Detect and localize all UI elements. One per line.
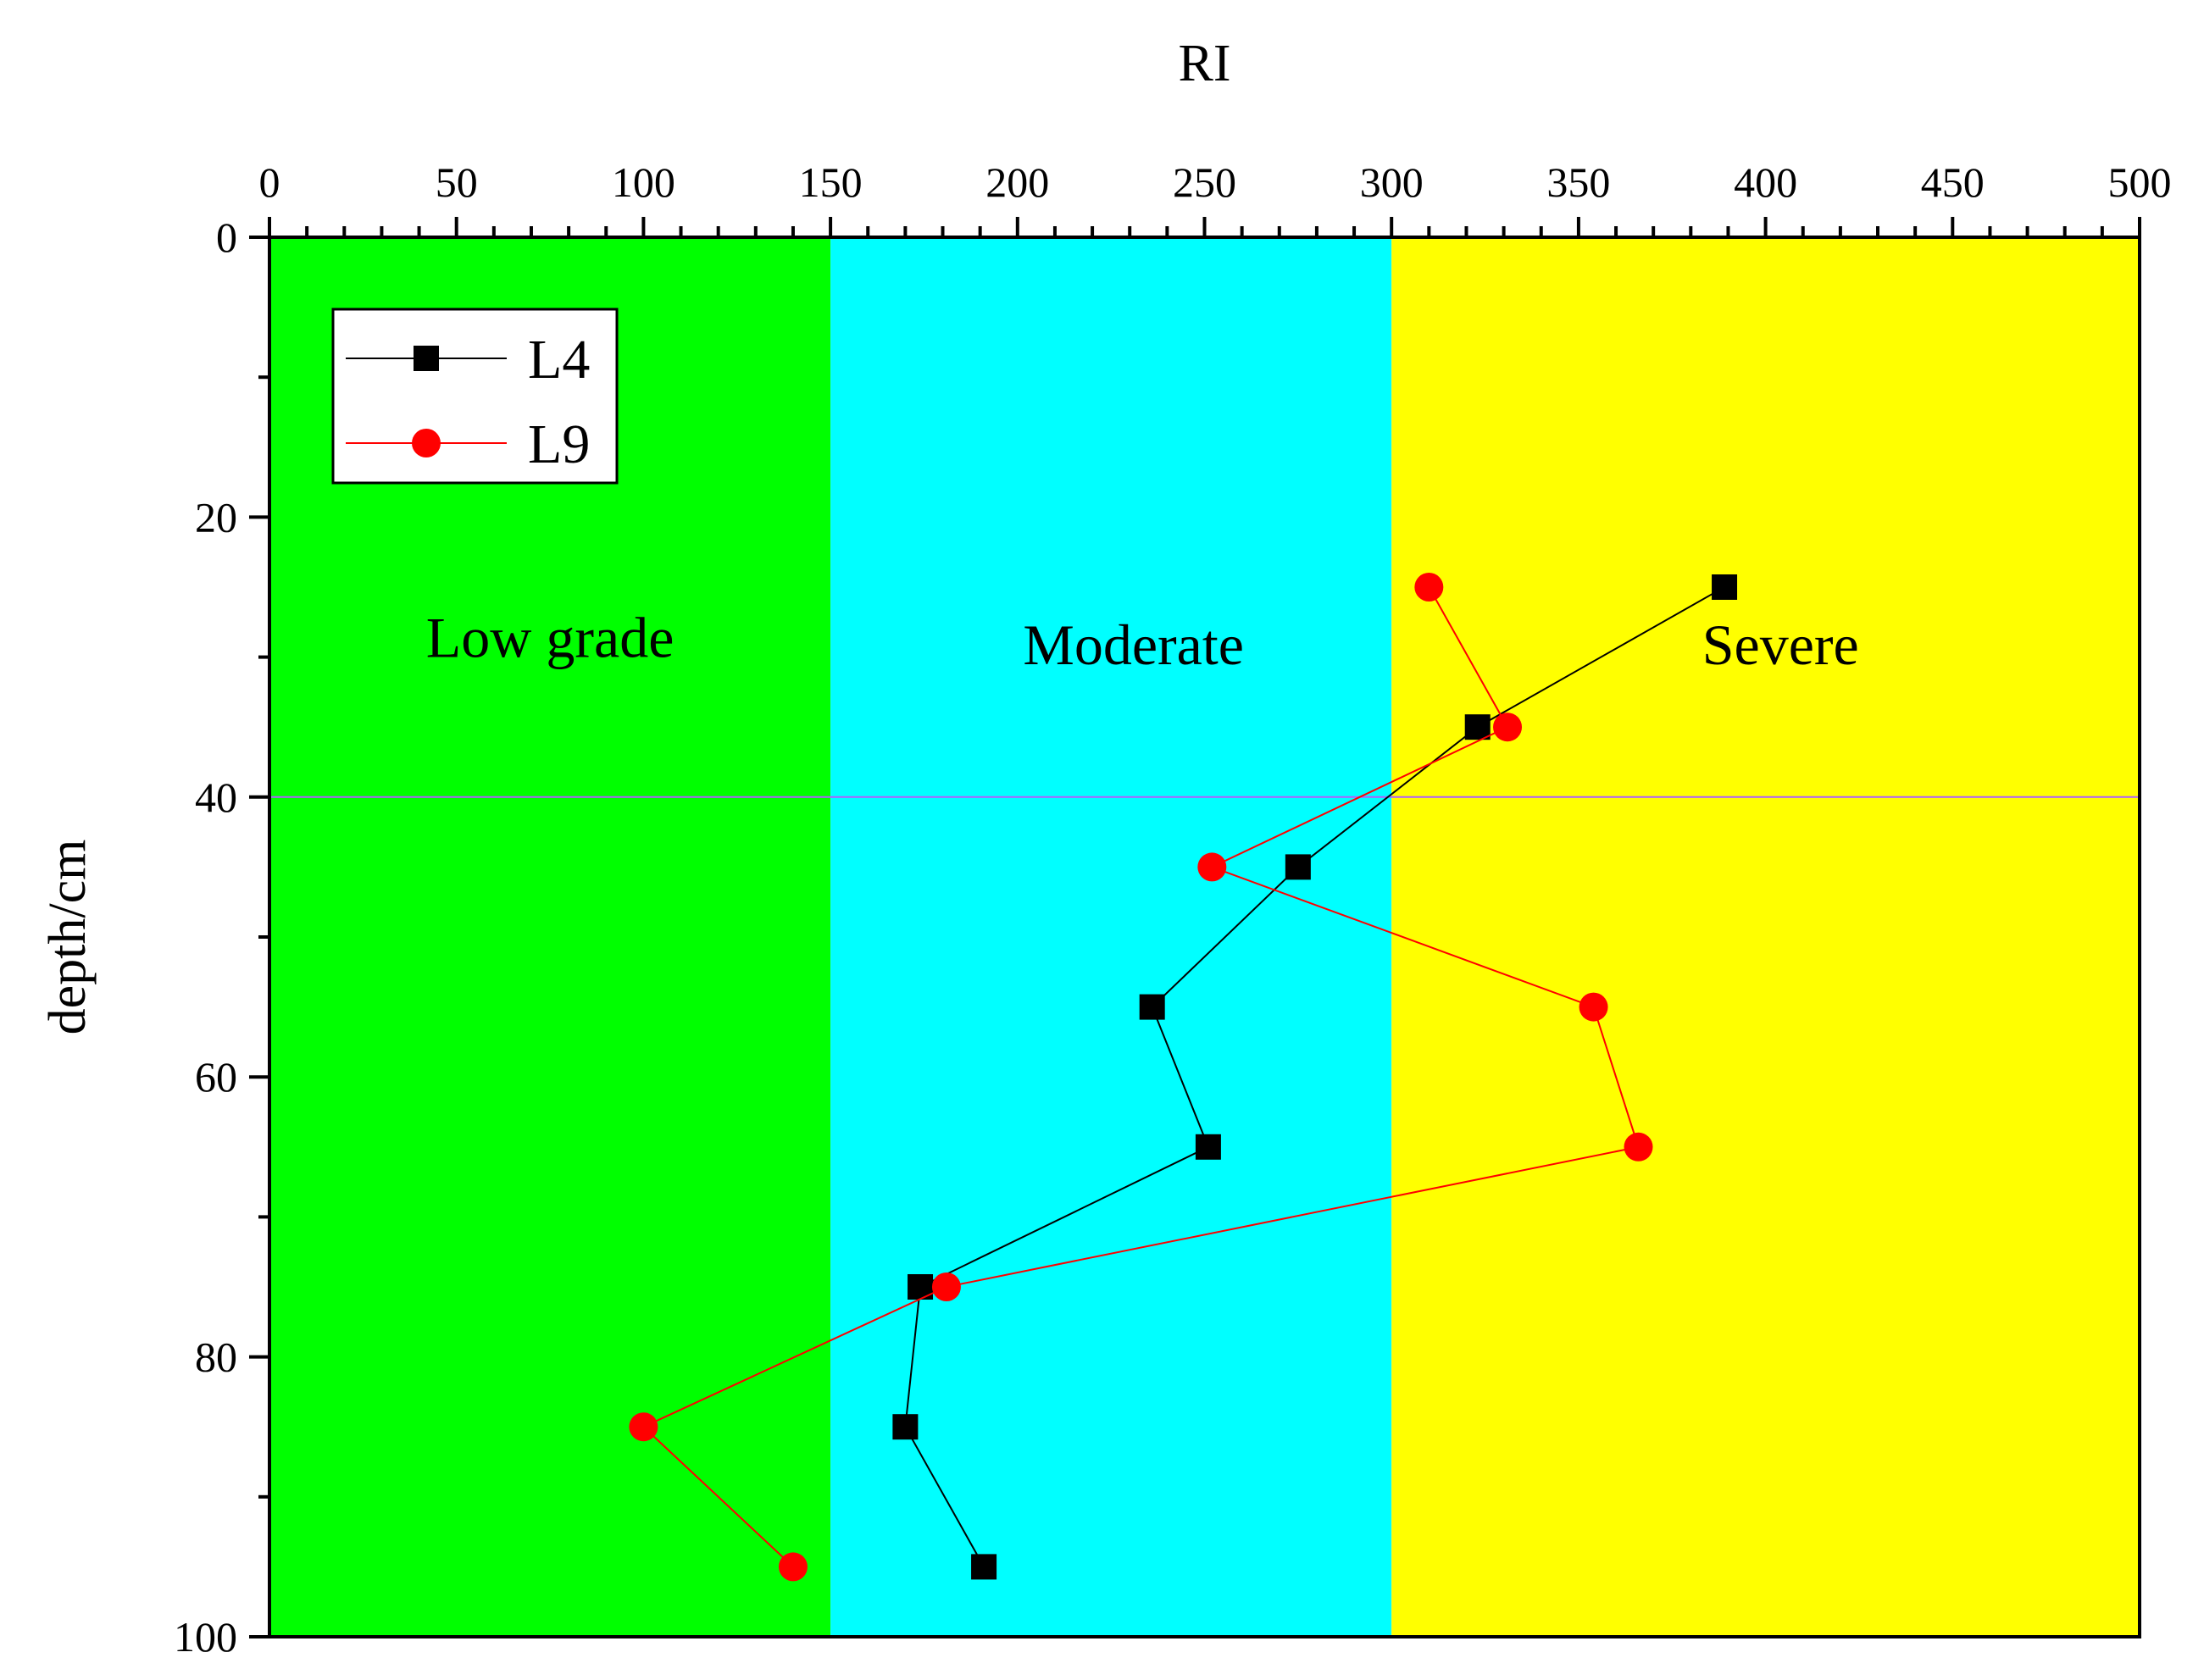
legend-entry-l9-label: L9 — [528, 413, 590, 475]
zone-band-moderate — [830, 237, 1392, 1637]
data-point-l4 — [892, 1414, 919, 1440]
x-tick-label: 400 — [1734, 158, 1797, 206]
data-point-l4 — [1285, 854, 1311, 880]
y-tick-label: 20 — [195, 493, 237, 541]
data-point-l4 — [1712, 574, 1738, 600]
data-point-l9 — [629, 1412, 658, 1442]
data-point-l9 — [1493, 712, 1523, 742]
x-axis-title: RI — [1179, 35, 1231, 92]
x-tick-label: 50 — [436, 158, 478, 206]
y-tick-label: 60 — [195, 1053, 237, 1101]
x-tick-label: 250 — [1173, 158, 1236, 206]
x-tick-label: 500 — [2108, 158, 2172, 206]
x-tick-label: 350 — [1546, 158, 1610, 206]
data-point-l9 — [1624, 1132, 1653, 1162]
data-point-l4 — [971, 1554, 997, 1580]
data-point-l9 — [1414, 573, 1444, 602]
legend-entry-l9-marker — [412, 429, 441, 457]
legend-entry-l4-marker — [414, 346, 439, 371]
data-point-l4 — [1464, 714, 1491, 740]
legend-box — [331, 308, 619, 485]
series-layer — [629, 573, 1738, 1582]
zone-label-moderate: Moderate — [1023, 613, 1244, 677]
series-line-l9 — [641, 586, 1640, 1568]
zone-label-low-grade: Low grade — [426, 606, 675, 670]
y-tick-label: 40 — [195, 773, 237, 821]
data-point-l9 — [1197, 852, 1227, 882]
x-tick-label: 300 — [1360, 158, 1424, 206]
y-axis-title: depth/cm — [39, 840, 97, 1035]
x-tick-label: 200 — [985, 158, 1049, 206]
x-tick-label: 150 — [799, 158, 863, 206]
data-point-l9 — [778, 1552, 808, 1582]
x-tick-label: 0 — [259, 158, 280, 206]
data-point-l4 — [1139, 994, 1165, 1020]
y-tick-label: 0 — [216, 213, 237, 261]
data-point-l9 — [931, 1272, 961, 1301]
zone-label-severe: Severe — [1702, 613, 1859, 677]
axes: 0 50 100 150 200 250 300 350 400 450 500 0 20 40 60 80 1… — [39, 35, 2172, 1661]
x-tick-label: 100 — [612, 158, 675, 206]
x-tick-label: 450 — [1921, 158, 1985, 206]
data-point-l9 — [1579, 992, 1608, 1022]
y-tick-label: 100 — [174, 1613, 237, 1661]
zone-band-severe — [1391, 237, 2140, 1637]
y-tick-label: 80 — [195, 1333, 237, 1381]
series-line-l4 — [904, 586, 1725, 1567]
data-point-l4 — [1195, 1134, 1221, 1160]
legend-entry-l4-label: L4 — [528, 329, 590, 391]
